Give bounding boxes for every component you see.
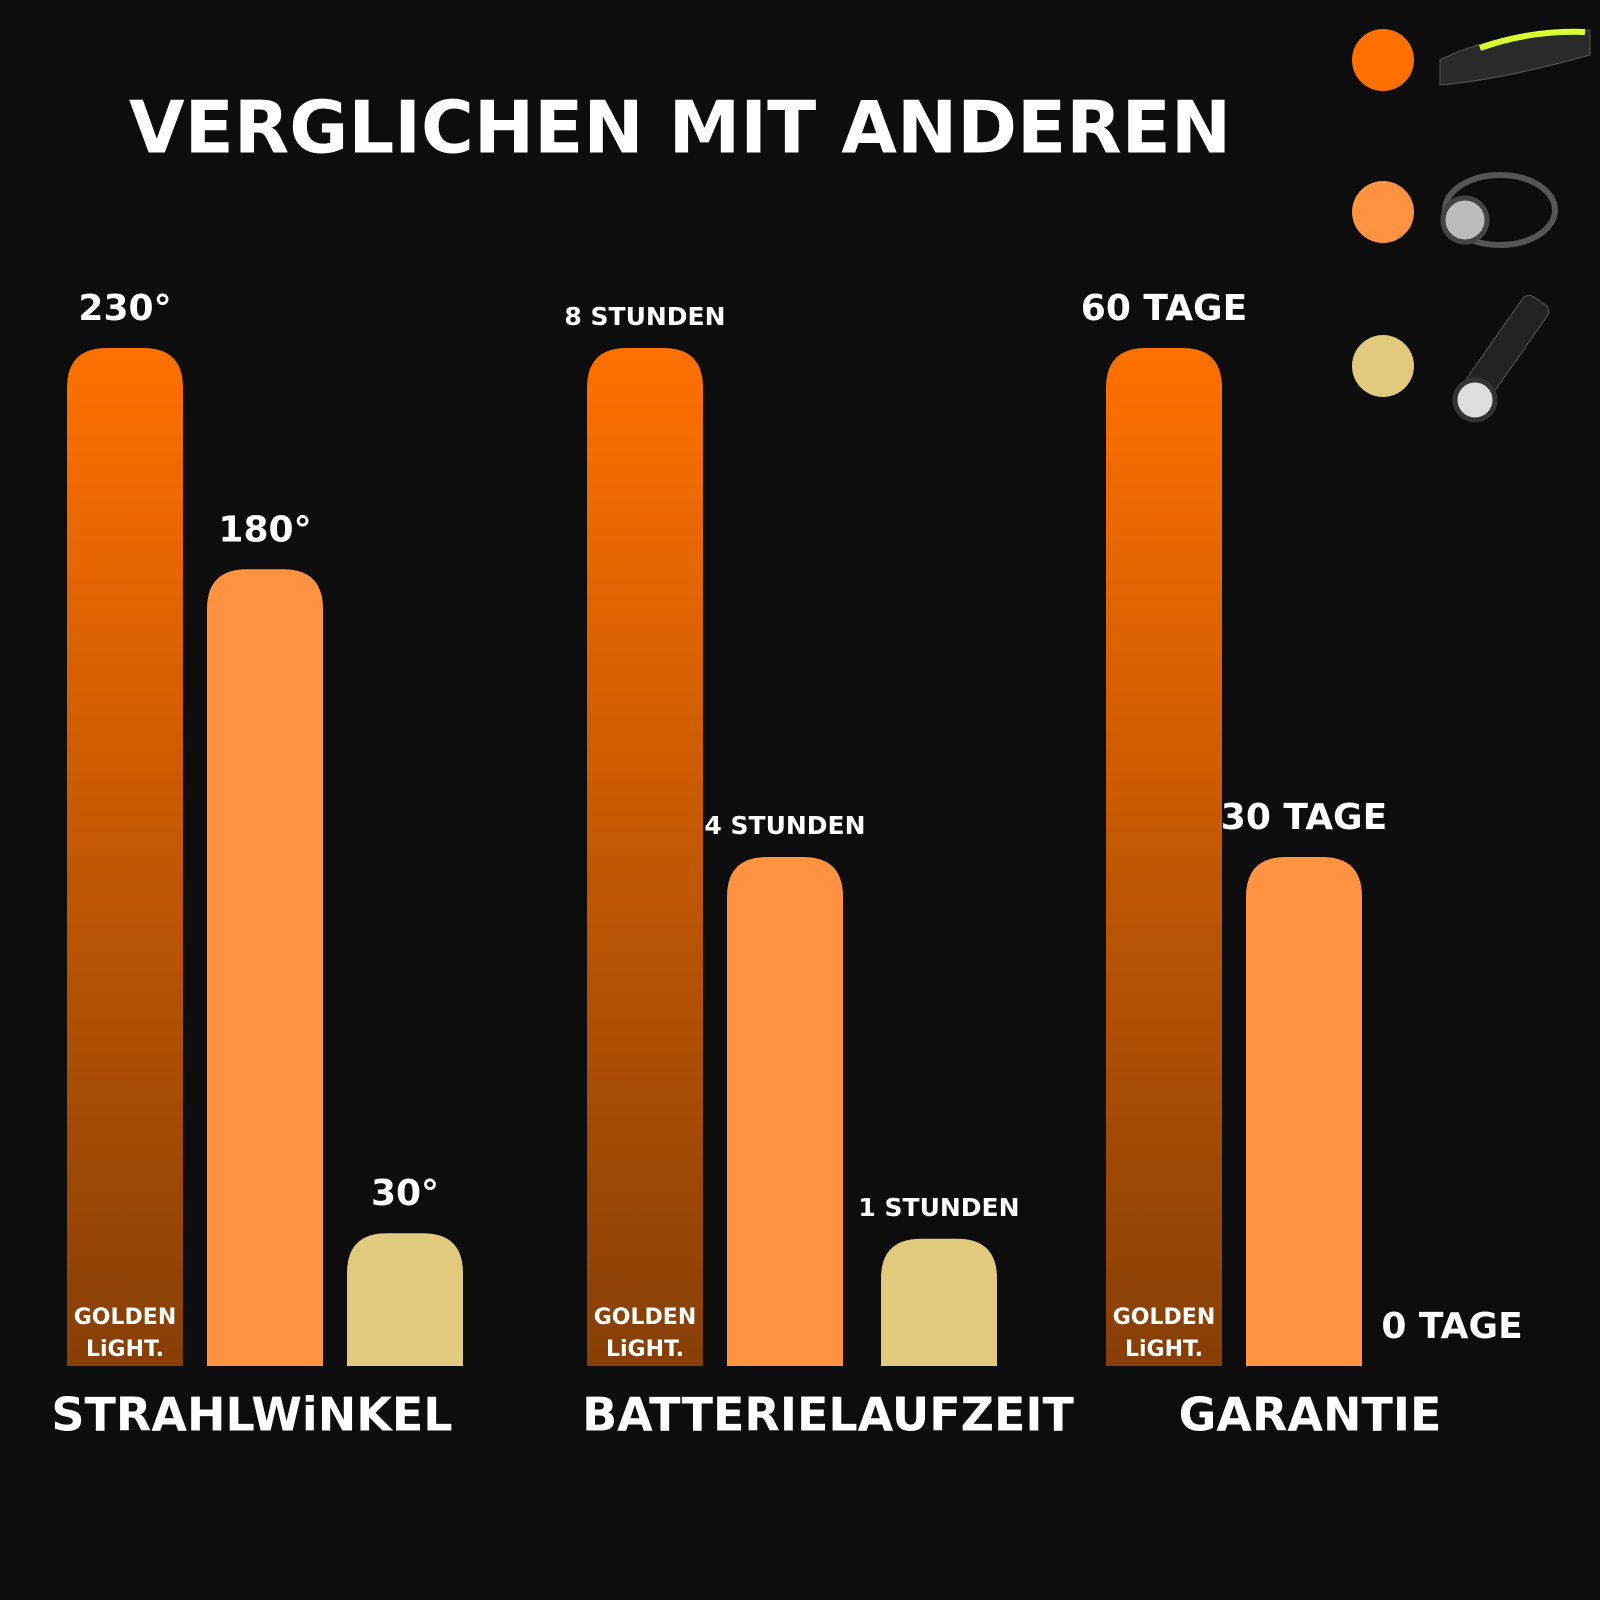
value-label: 8 STUNDEN — [564, 302, 725, 331]
bar — [727, 857, 843, 1366]
bar-brand-label: GOLDEN — [1113, 1305, 1215, 1330]
bar-brand-label: GOLDEN — [594, 1305, 696, 1330]
legend-icons — [1439, 28, 1591, 423]
icon-flashlight-head — [1452, 377, 1498, 423]
bar — [207, 569, 323, 1366]
value-label: 30 TAGE — [1221, 797, 1387, 838]
bar — [587, 348, 703, 1366]
value-label: 30° — [371, 1173, 439, 1214]
bar-brand-label: LiGHT. — [606, 1337, 684, 1362]
value-label: 60 TAGE — [1081, 288, 1247, 329]
bar-brand-label: LiGHT. — [86, 1337, 164, 1362]
legend-swatch — [1352, 335, 1414, 397]
bar — [1106, 348, 1222, 1366]
icon-headlamp — [1440, 195, 1490, 245]
icon-led — [1478, 28, 1586, 51]
page-title: VERGLICHEN MIT ANDEREN — [129, 86, 1231, 170]
group-title: GARANTIE — [1179, 1388, 1442, 1442]
value-label: 0 TAGE — [1381, 1306, 1522, 1347]
group-title: STRAHLWiNKEL — [51, 1388, 452, 1442]
value-label: 180° — [218, 509, 311, 550]
bar — [1246, 857, 1362, 1366]
bar — [881, 1238, 997, 1366]
bar — [347, 1233, 463, 1366]
legend-swatch — [1352, 181, 1414, 243]
group-title: BATTERIELAUFZEIT — [582, 1388, 1074, 1442]
icon-headband — [1439, 29, 1591, 86]
value-label: 230° — [78, 288, 171, 329]
value-label: 1 STUNDEN — [858, 1193, 1019, 1222]
bar — [67, 348, 183, 1366]
legend-swatch — [1352, 29, 1414, 91]
value-label: 4 STUNDEN — [704, 811, 865, 840]
bar-brand-label: LiGHT. — [1125, 1337, 1203, 1362]
bar-brand-label: GOLDEN — [74, 1305, 176, 1330]
